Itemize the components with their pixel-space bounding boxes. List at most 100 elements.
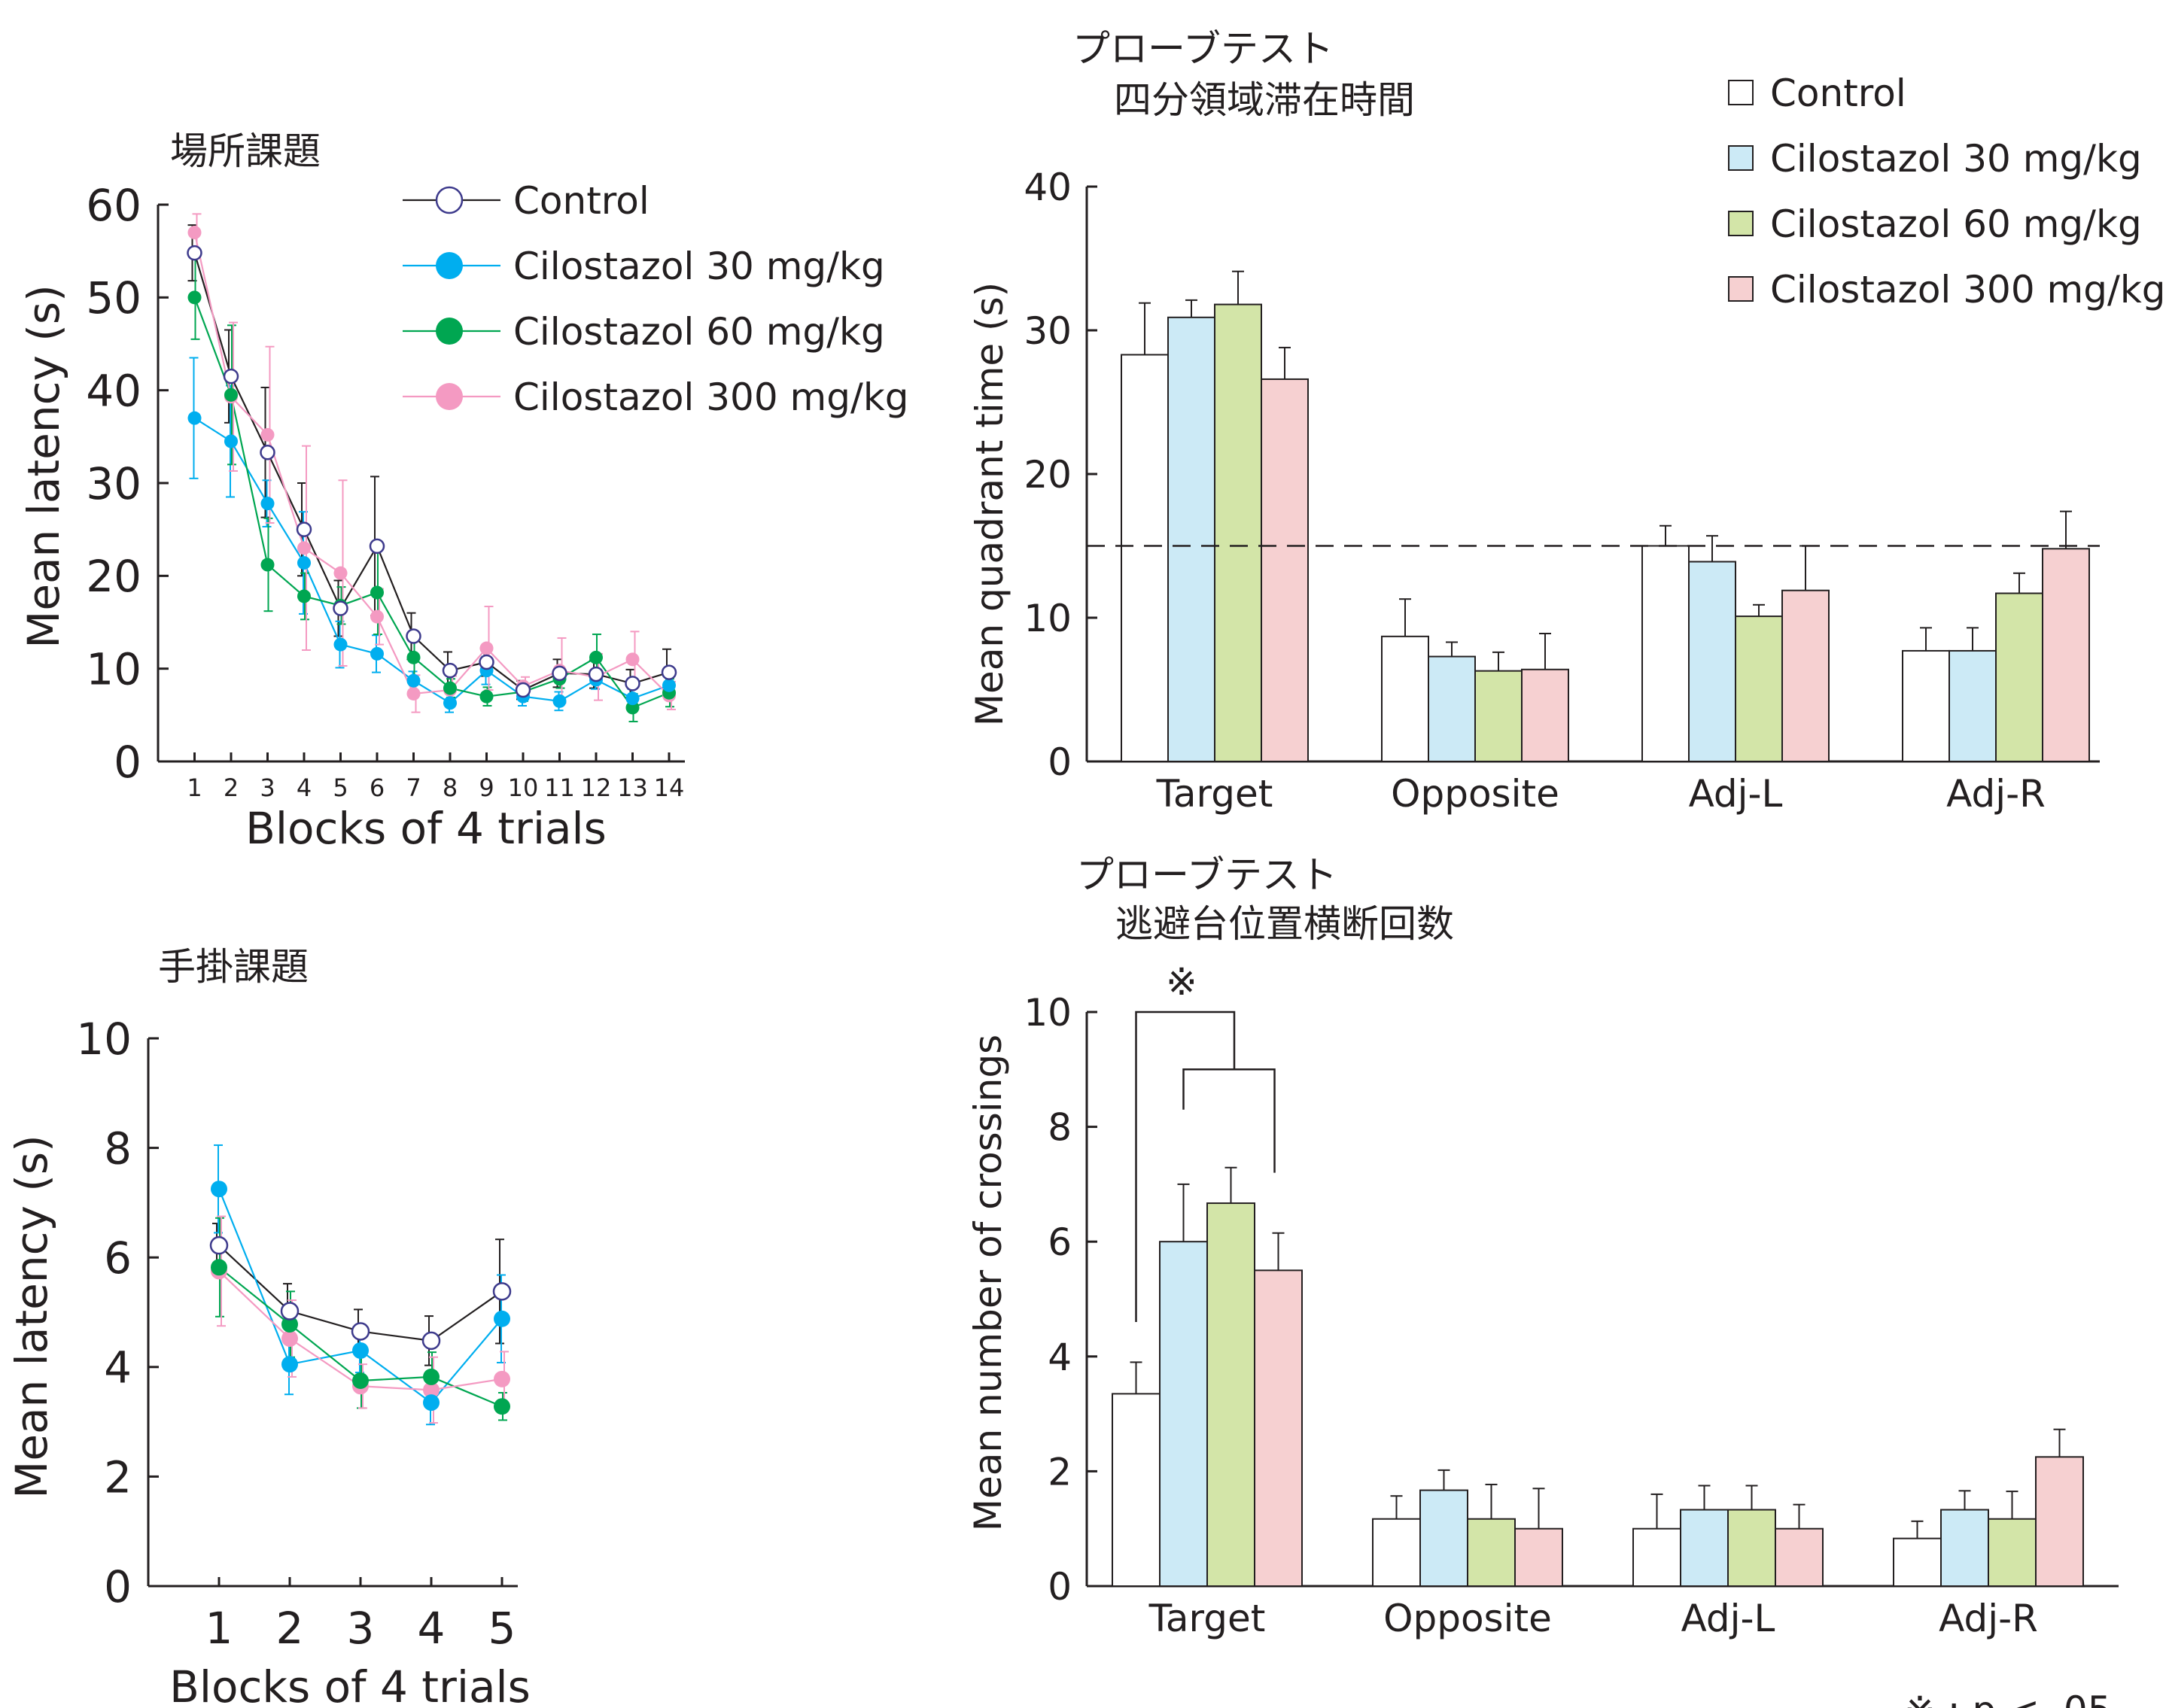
place-task-point bbox=[442, 662, 458, 679]
place-task-y-tick-label: 40 bbox=[86, 366, 141, 417]
cued-task-x-tick-label: 3 bbox=[347, 1603, 375, 1654]
cued-task-x-tick-label: 4 bbox=[418, 1603, 446, 1654]
place-task-point bbox=[406, 673, 421, 688]
significance-bracket-outer bbox=[1135, 1011, 1236, 1323]
cued-task-title: 手掛課題 bbox=[158, 945, 309, 989]
crossings-y-tick-label: 4 bbox=[1048, 1336, 1072, 1379]
quadrant-subtitle: 四分領域滞在時間 bbox=[1114, 78, 1415, 122]
line-legend-label: Cilostazol 60 mg/kg bbox=[513, 310, 885, 354]
quadrant-time-bar bbox=[1261, 378, 1309, 762]
place-task-point bbox=[588, 666, 604, 682]
place-task-y-tick-label: 20 bbox=[86, 551, 141, 602]
quadrant-title: プローブテスト bbox=[1072, 27, 1334, 71]
place-task-point bbox=[297, 541, 311, 555]
place-task-point bbox=[552, 694, 567, 708]
crossings-bar bbox=[1775, 1527, 1824, 1587]
crossings-bar bbox=[1467, 1518, 1516, 1587]
quadrant-time-category-label: Adj-L bbox=[1689, 772, 1783, 816]
cued-task-point bbox=[423, 1394, 440, 1412]
place-task-x-tick-label: 9 bbox=[479, 773, 494, 802]
quadrant-time-bar bbox=[1381, 635, 1429, 763]
cued-task-point bbox=[492, 1282, 512, 1301]
cued-task-y-tick-label: 10 bbox=[76, 1014, 132, 1065]
significance-bracket-inner bbox=[1182, 1068, 1276, 1173]
crossings-category-label: Opposite bbox=[1383, 1597, 1552, 1640]
cued-task-point bbox=[351, 1322, 370, 1341]
place-task-y-tick-label: 60 bbox=[86, 180, 141, 231]
bar-legend-swatch bbox=[1728, 211, 1754, 236]
cued-task-x-tick-label: 2 bbox=[276, 1603, 304, 1654]
quadrant-time-bar bbox=[1521, 668, 1569, 763]
cued-task-y-tick-label: 8 bbox=[104, 1123, 132, 1174]
place-task-x-tick-label: 8 bbox=[443, 773, 458, 802]
place-task-point bbox=[260, 497, 275, 511]
crossings-bar bbox=[1893, 1537, 1942, 1588]
place-task-ylabel: Mean latency (s) bbox=[18, 284, 69, 648]
cued-task-point bbox=[211, 1259, 227, 1276]
cued-task-x-tick-label: 1 bbox=[205, 1603, 233, 1654]
place-task-point bbox=[406, 686, 421, 701]
crossings-bar bbox=[1372, 1518, 1421, 1587]
place-task-point bbox=[479, 689, 494, 704]
cued-task-x-tick-label: 5 bbox=[488, 1603, 516, 1654]
quadrant-ylabel: Mean quadrant time (s) bbox=[968, 282, 1012, 726]
cued-task-point bbox=[281, 1316, 298, 1333]
bar-legend-label: Cilostazol 300 mg/kg bbox=[1770, 268, 2166, 312]
place-task-point bbox=[625, 691, 640, 706]
bar-legend-label: Cilostazol 60 mg/kg bbox=[1770, 202, 2142, 246]
crossings-subtitle: 逃避台位置横断回数 bbox=[1115, 902, 1454, 946]
line-legend-marker bbox=[435, 186, 464, 214]
place-task-x-tick-label: 1 bbox=[187, 773, 202, 802]
bar-legend-label: Cilostazol 30 mg/kg bbox=[1770, 137, 2142, 181]
crossings-y-tick-label: 2 bbox=[1048, 1450, 1072, 1494]
quadrant-time-y-tick-label: 30 bbox=[1024, 309, 1072, 353]
place-task-point bbox=[443, 696, 457, 710]
cued-task-point bbox=[211, 1181, 227, 1198]
crossings-bar bbox=[1254, 1269, 1303, 1587]
place-task-point bbox=[260, 445, 275, 460]
cued-task-point bbox=[423, 1381, 440, 1399]
crossings-y-tick-label: 8 bbox=[1048, 1106, 1072, 1150]
line-legend-marker bbox=[436, 252, 463, 279]
crossings-bar bbox=[1514, 1527, 1563, 1587]
place-task-series-line bbox=[193, 296, 670, 709]
quadrant-time-bar bbox=[1902, 649, 1950, 762]
quadrant-time-y-tick-label: 40 bbox=[1024, 166, 1072, 209]
place-task-point bbox=[443, 681, 457, 695]
place-task-point bbox=[297, 589, 311, 603]
place-task-point bbox=[370, 585, 384, 600]
quadrant-time-bar bbox=[1948, 649, 1997, 762]
cued-task-point bbox=[494, 1398, 510, 1415]
place-task-point bbox=[187, 245, 202, 261]
place-task-point bbox=[406, 650, 421, 664]
place-task-point bbox=[260, 427, 275, 442]
cued-task-ylabel: Mean latency (s) bbox=[6, 1135, 57, 1498]
place-task-point bbox=[333, 637, 348, 652]
place-task-point bbox=[187, 411, 202, 425]
place-task-point bbox=[370, 646, 384, 661]
bar-legend-swatch bbox=[1728, 145, 1754, 171]
crossings-y-tick-label: 10 bbox=[1024, 991, 1072, 1035]
cued-task-point bbox=[281, 1330, 298, 1347]
place-task-y-tick-label: 10 bbox=[86, 644, 141, 695]
quadrant-time-y-tick-label: 0 bbox=[1048, 740, 1072, 784]
quadrant-time-category-label: Adj-R bbox=[1946, 772, 2046, 816]
quadrant-time-category-label: Opposite bbox=[1391, 772, 1559, 816]
place-task-x-tick-label: 3 bbox=[260, 773, 275, 802]
crossings-bar bbox=[1112, 1393, 1161, 1588]
cued-task-point bbox=[281, 1356, 298, 1373]
place-task-point bbox=[333, 566, 348, 580]
place-task-point bbox=[223, 368, 239, 384]
place-task-x-tick-label: 13 bbox=[617, 773, 648, 802]
place-task-x-tick-label: 11 bbox=[544, 773, 575, 802]
place-task-point bbox=[552, 665, 567, 682]
line-legend-marker bbox=[436, 383, 463, 410]
place-task-point bbox=[260, 558, 275, 572]
place-task-x-tick-label: 12 bbox=[581, 773, 612, 802]
cued-task-point bbox=[209, 1235, 229, 1255]
place-task-point bbox=[661, 664, 677, 680]
cued-task-y-tick-label: 2 bbox=[104, 1451, 132, 1503]
quadrant-time-bar bbox=[1214, 303, 1262, 762]
place-task-point bbox=[224, 434, 238, 448]
